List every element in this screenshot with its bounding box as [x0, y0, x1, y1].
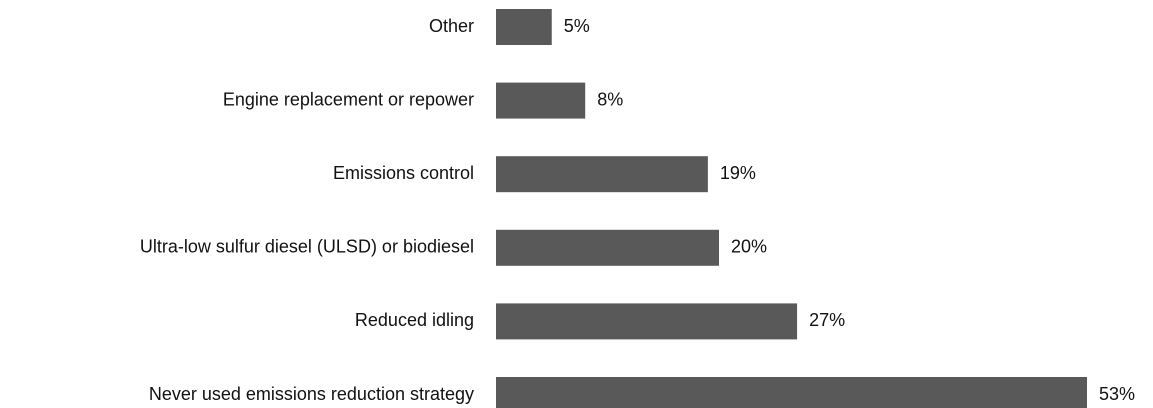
bar	[496, 156, 708, 193]
bar	[496, 377, 1087, 408]
category-label: Emissions control	[333, 163, 474, 183]
bar	[496, 303, 798, 340]
value-label: 27%	[809, 310, 845, 330]
value-label: 20%	[731, 237, 767, 257]
category-label: Other	[429, 16, 474, 36]
value-label: 53%	[1099, 384, 1135, 404]
value-label: 19%	[720, 163, 756, 183]
category-label: Ultra-low sulfur diesel (ULSD) or biodie…	[140, 237, 474, 257]
bar	[496, 229, 720, 266]
value-label: 5%	[564, 16, 590, 36]
value-label: 8%	[597, 89, 623, 109]
category-label: Never used emissions reduction strategy	[149, 384, 474, 404]
bar	[496, 82, 586, 119]
bar	[496, 9, 552, 45]
category-label: Engine replacement or repower	[223, 89, 474, 109]
category-label: Reduced idling	[355, 310, 474, 330]
